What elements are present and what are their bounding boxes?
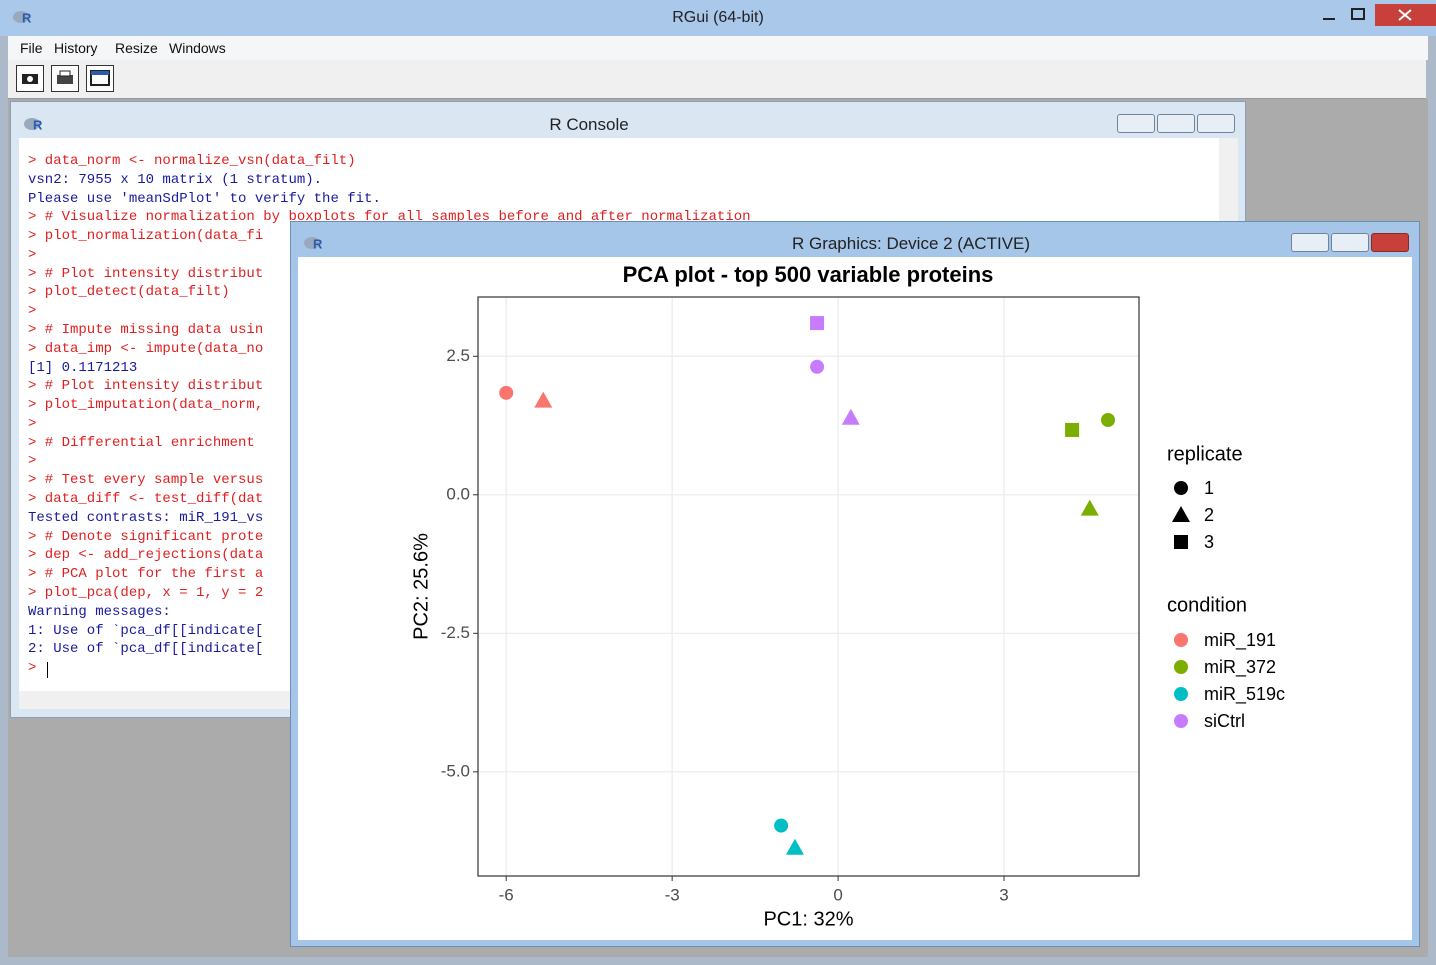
menu-item[interactable]: Windows (169, 40, 226, 56)
graphics-title: R Graphics: Device 2 (ACTIVE) (791, 234, 1031, 253)
r-logo: R (304, 236, 323, 251)
x-tick-label: -6 (499, 885, 514, 904)
r-logo: R (24, 117, 43, 132)
maximize-button[interactable] (1157, 114, 1195, 133)
point (785, 838, 804, 855)
point (774, 818, 789, 833)
legend-title: condition (1167, 594, 1247, 616)
legend-label: 1 (1204, 478, 1214, 498)
minimize-button[interactable] (1291, 233, 1329, 252)
menu-bar: File History Resize Windows (8, 36, 1428, 60)
svg-text:R: R (22, 10, 32, 25)
legend-symbol (1174, 535, 1188, 549)
console-line: > (28, 453, 37, 470)
legend-title: replicate (1167, 443, 1243, 465)
console-line: > (28, 246, 37, 263)
legend-symbol (1174, 714, 1188, 728)
console-line: Please use 'meanSdPlot' to verify the fi… (28, 190, 381, 207)
console-line: > plot_pca(dep, x = 1, y = 2 (28, 584, 264, 601)
legend-symbol (1174, 660, 1188, 674)
point (1101, 413, 1116, 428)
console-line: > data_norm <- normalize_vsn(data_filt) (28, 153, 356, 169)
menu-item[interactable]: File (20, 40, 43, 56)
chart-title: PCA plot - top 500 variable proteins (623, 262, 994, 287)
console-line: > # Denote significant prote (28, 528, 264, 545)
legend-label: 2 (1204, 505, 1214, 525)
console-line: Tested contrasts: miR_191_vs (28, 509, 264, 526)
svg-text:R: R (33, 117, 43, 132)
console-line: 1: Use of `pca_df[[indicate[ (28, 622, 264, 639)
console-line: Warning messages: (28, 603, 171, 620)
toolbar (8, 60, 1426, 99)
y-tick-label: 0.0 (446, 484, 470, 503)
legend-symbol (1174, 687, 1188, 701)
console-line: > (28, 660, 37, 677)
close-button[interactable] (1371, 233, 1409, 252)
console-line: > # Differential enrichment (28, 434, 255, 451)
point (1080, 499, 1099, 516)
x-tick-label: 3 (999, 885, 1008, 904)
x-axis-label: PC1: 32% (763, 908, 853, 930)
app-title: RGui (64-bit) (672, 9, 764, 26)
console-line: 2: Use of `pca_df[[indicate[ (28, 641, 264, 658)
legend-symbol (1174, 481, 1188, 495)
console-line: > # Plot intensity distribut (28, 265, 264, 282)
point (841, 408, 860, 425)
y-tick-label: 2.5 (446, 346, 470, 365)
legend-label: miR_519c (1204, 684, 1285, 705)
legend-label: miR_191 (1204, 630, 1276, 651)
x-tick-label: -3 (665, 885, 680, 904)
console-line: > # Plot intensity distribut (28, 378, 264, 395)
console-line: > plot_imputation(data_norm, (28, 397, 264, 414)
y-axis-label: PC2: 25.6% (410, 533, 432, 640)
legend-symbol (1172, 506, 1190, 522)
plot-panel (478, 297, 1139, 876)
menu-item[interactable]: History (54, 40, 98, 56)
chart: PCA plot - top 500 variable proteins -6 -3… (410, 262, 1285, 930)
r-logo: R (13, 10, 32, 25)
point (810, 359, 825, 374)
console-line: > data_imp <- impute(data_no (28, 340, 264, 357)
console-line: > (28, 303, 37, 320)
menu-item[interactable]: Resize (115, 40, 158, 56)
window-button[interactable] (86, 65, 114, 92)
window-controls[interactable] (1315, 4, 1436, 30)
cursor (47, 662, 48, 679)
console-line: > # Impute missing data usin (28, 322, 264, 339)
y-tick-label: -5.0 (441, 761, 470, 780)
svg-text:R: R (313, 236, 323, 251)
console-line: > data_diff <- test_diff(dat (28, 491, 264, 508)
legend-label: siCtrl (1204, 711, 1245, 731)
panel-border (477, 296, 1140, 877)
graphics-window: R R Graphics: Device 2 (ACTIVE) PCA plot… (290, 221, 1420, 947)
console-line: > plot_normalization(data_fi (28, 228, 264, 245)
camera-button[interactable] (16, 65, 44, 92)
minimize-button[interactable] (1117, 114, 1155, 133)
console-line: [1] 0.1171213 (28, 359, 138, 376)
x-tick-label: 0 (833, 885, 842, 904)
print-button[interactable] (51, 65, 79, 92)
legend-label: 3 (1204, 532, 1214, 552)
console-line: > plot_detect(data_filt) (28, 284, 230, 301)
point (810, 316, 825, 331)
y-tick-label: -2.5 (441, 623, 470, 642)
point (1065, 422, 1080, 437)
console-line: > # Test every sample versus (28, 472, 264, 489)
legend-label: miR_372 (1204, 657, 1276, 678)
console-line: > dep <- add_rejections(data (28, 547, 264, 564)
console-line: vsn2: 7955 x 10 matrix (1 stratum). (28, 171, 323, 188)
legend-symbol (1174, 633, 1188, 647)
console-line: > # PCA plot for the first a (28, 566, 264, 583)
console-line: > (28, 415, 37, 432)
plot-area: PCA plot - top 500 variable proteins -6 -3… (298, 257, 1412, 940)
close-button[interactable] (1197, 114, 1235, 133)
console-title: R Console (549, 115, 629, 134)
maximize-button[interactable] (1331, 233, 1369, 252)
point (499, 385, 514, 400)
point (534, 391, 553, 408)
title-bar: R RGui (64-bit) (0, 0, 1436, 36)
